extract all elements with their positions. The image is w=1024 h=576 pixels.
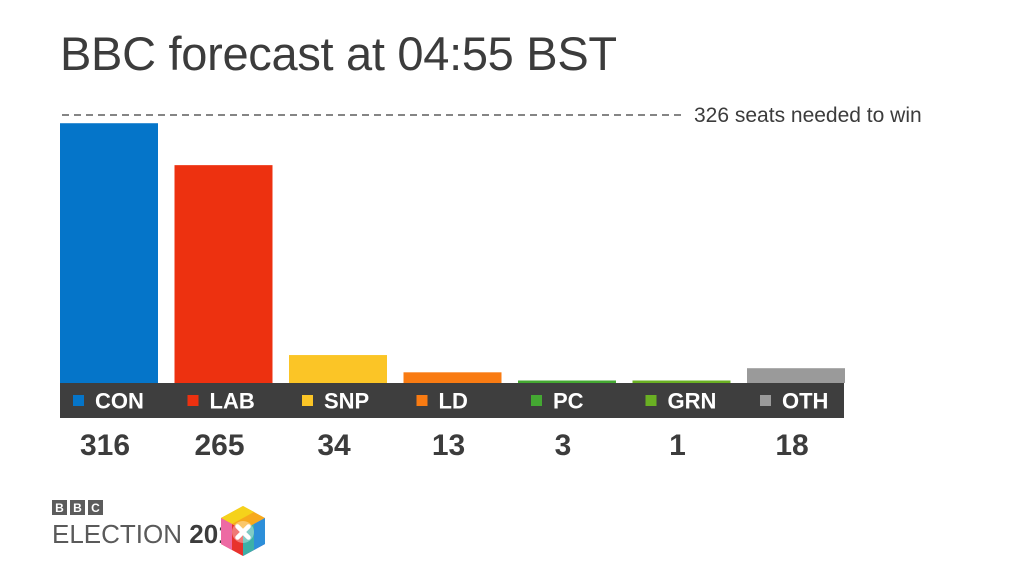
value-label-pc: 3 bbox=[555, 429, 572, 462]
category-label-ld: LD bbox=[439, 389, 468, 414]
bar-lab bbox=[174, 165, 273, 383]
bar-oth bbox=[747, 368, 845, 383]
value-label-ld: 13 bbox=[432, 429, 465, 462]
bar-snp bbox=[289, 355, 387, 383]
bbc-logo-letter: C bbox=[88, 500, 103, 515]
category-label-oth: OTH bbox=[782, 389, 828, 414]
bbc-logo-letter: B bbox=[52, 500, 67, 515]
value-label-oth: 18 bbox=[775, 429, 808, 462]
bar-grn bbox=[632, 380, 731, 383]
bar-chart: 326 seats needed to win CON 316 LAB 265 SNP 34… bbox=[60, 104, 922, 462]
bar-pc bbox=[518, 380, 616, 383]
bbc-logo-letter: B bbox=[70, 500, 85, 515]
category-label-con: CON bbox=[95, 389, 144, 414]
election-text: ELECTION bbox=[52, 519, 183, 549]
bar-ld bbox=[403, 372, 502, 383]
value-label-con: 316 bbox=[80, 429, 130, 462]
legend-swatch-con bbox=[73, 395, 84, 406]
value-label-lab: 265 bbox=[194, 429, 244, 462]
legend-swatch-oth bbox=[760, 395, 771, 406]
chart-title: BBC forecast at 04:55 BST bbox=[60, 27, 617, 80]
bbc-logo: B B C bbox=[52, 500, 247, 515]
legend-swatch-lab bbox=[187, 395, 199, 406]
election-cube-icon bbox=[221, 506, 265, 556]
category-label-snp: SNP bbox=[324, 389, 369, 414]
category-label-pc: PC bbox=[553, 389, 584, 414]
threshold-label: 326 seats needed to win bbox=[694, 104, 922, 127]
legend-swatch-snp bbox=[302, 395, 313, 406]
bar-con bbox=[60, 123, 158, 383]
legend-swatch-ld bbox=[416, 395, 428, 406]
legend-swatch-pc bbox=[531, 395, 542, 406]
category-label-grn: GRN bbox=[668, 389, 717, 414]
legend-swatch-grn bbox=[645, 395, 657, 406]
category-label-lab: LAB bbox=[210, 389, 255, 414]
value-label-snp: 34 bbox=[317, 429, 351, 462]
value-label-grn: 1 bbox=[669, 429, 686, 462]
